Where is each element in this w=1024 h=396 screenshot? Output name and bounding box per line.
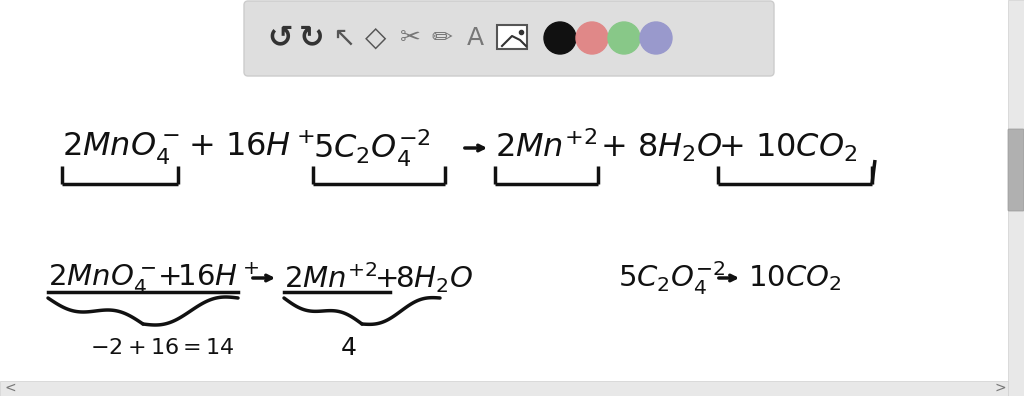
FancyBboxPatch shape	[1008, 129, 1024, 211]
Text: $+\ 10CO_2$: $+\ 10CO_2$	[718, 132, 857, 164]
Text: A: A	[467, 26, 483, 50]
Text: $+\ 16H^+$: $+\ 16H^+$	[188, 133, 315, 164]
Text: $-2+16=14$: $-2+16=14$	[90, 338, 234, 358]
Text: <: <	[4, 381, 15, 395]
Text: $2Mn^{+2}$: $2Mn^{+2}$	[495, 131, 597, 164]
Text: ✏: ✏	[431, 26, 453, 50]
FancyBboxPatch shape	[497, 25, 527, 49]
Circle shape	[575, 22, 608, 54]
Circle shape	[640, 22, 672, 54]
Text: ✂: ✂	[399, 26, 421, 50]
FancyBboxPatch shape	[0, 381, 1008, 396]
Text: $4$: $4$	[340, 336, 356, 360]
Text: ↖: ↖	[333, 24, 355, 52]
Text: ◇: ◇	[366, 24, 387, 52]
Text: ↻: ↻	[299, 23, 325, 53]
Text: $2MnO_4^-$: $2MnO_4^-$	[62, 130, 180, 166]
Text: ↺: ↺	[267, 23, 293, 53]
Text: >: >	[994, 381, 1006, 395]
Text: $2MnO_4^-\!\!+\!\!16H^+$: $2MnO_4^-\!\!+\!\!16H^+$	[48, 260, 259, 296]
Circle shape	[608, 22, 640, 54]
Circle shape	[544, 22, 575, 54]
Text: $10CO_2$: $10CO_2$	[748, 263, 841, 293]
FancyBboxPatch shape	[1008, 0, 1024, 396]
Text: $2Mn^{+2}\!\!+\!\!8H_2O$: $2Mn^{+2}\!\!+\!\!8H_2O$	[284, 261, 473, 295]
FancyBboxPatch shape	[244, 1, 774, 76]
Text: $5C_2O_4^{-2}$: $5C_2O_4^{-2}$	[618, 259, 726, 297]
Text: $+\ 8H_2O$: $+\ 8H_2O$	[600, 132, 723, 164]
Text: $5C_2O_4^{-2}$: $5C_2O_4^{-2}$	[313, 127, 431, 169]
